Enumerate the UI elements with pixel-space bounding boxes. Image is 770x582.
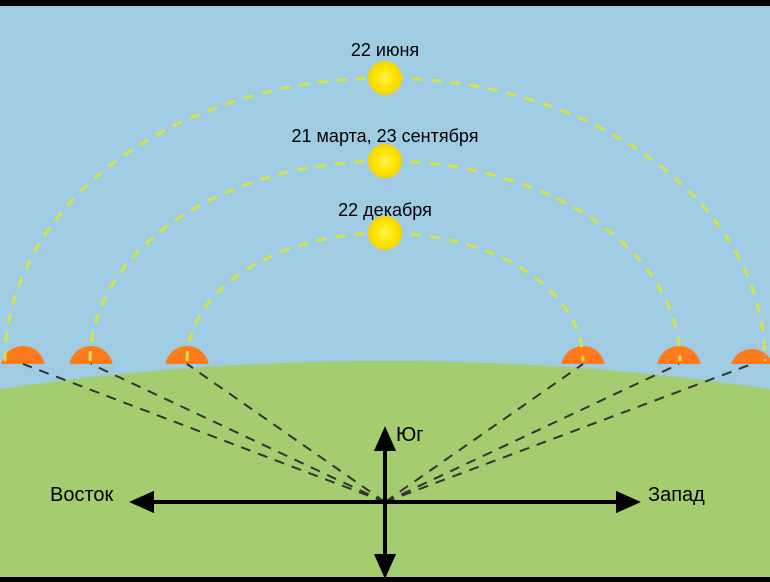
sun-icon <box>368 61 402 95</box>
apex-suns <box>368 61 402 250</box>
compass-label-north: Юг <box>396 424 424 447</box>
compass-label-east: Восток <box>50 484 113 507</box>
compass-label-west: Запад <box>648 484 705 507</box>
arc-label-summer: 22 июня <box>351 40 419 61</box>
sun-icon <box>368 144 402 178</box>
sun-path-diagram: 22 июня 21 марта, 23 сентября 22 декабря… <box>0 6 770 577</box>
sun-icon <box>368 216 402 250</box>
arc-label-equinox: 21 марта, 23 сентября <box>292 126 479 147</box>
arc-label-winter: 22 декабря <box>338 200 432 221</box>
